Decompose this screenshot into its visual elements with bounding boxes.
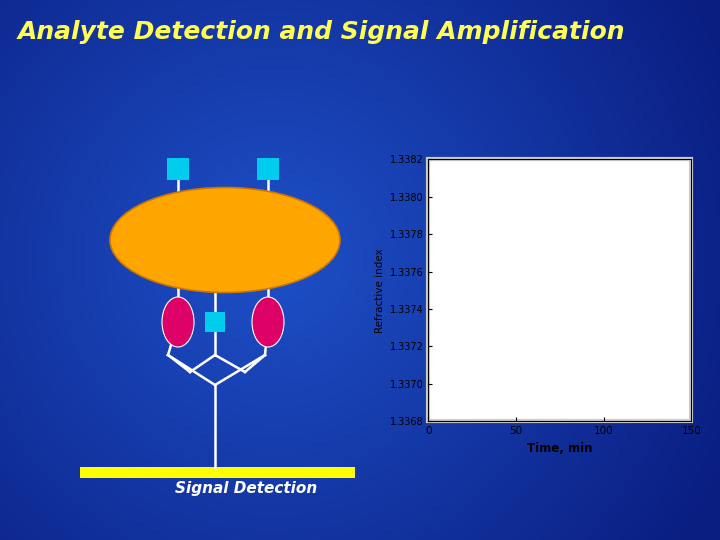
Bar <box>257 158 279 180</box>
Text: Signal Detection: Signal Detection <box>175 481 318 496</box>
Ellipse shape <box>162 297 194 347</box>
Y-axis label: Refractive index: Refractive index <box>376 248 385 333</box>
Ellipse shape <box>110 187 340 293</box>
Ellipse shape <box>252 297 284 347</box>
Text: Analyte Detection and Signal Amplification: Analyte Detection and Signal Amplificati… <box>18 20 626 44</box>
Bar <box>205 312 225 332</box>
Bar <box>167 158 189 180</box>
Bar <box>80 467 355 478</box>
X-axis label: Time, min: Time, min <box>527 442 593 455</box>
